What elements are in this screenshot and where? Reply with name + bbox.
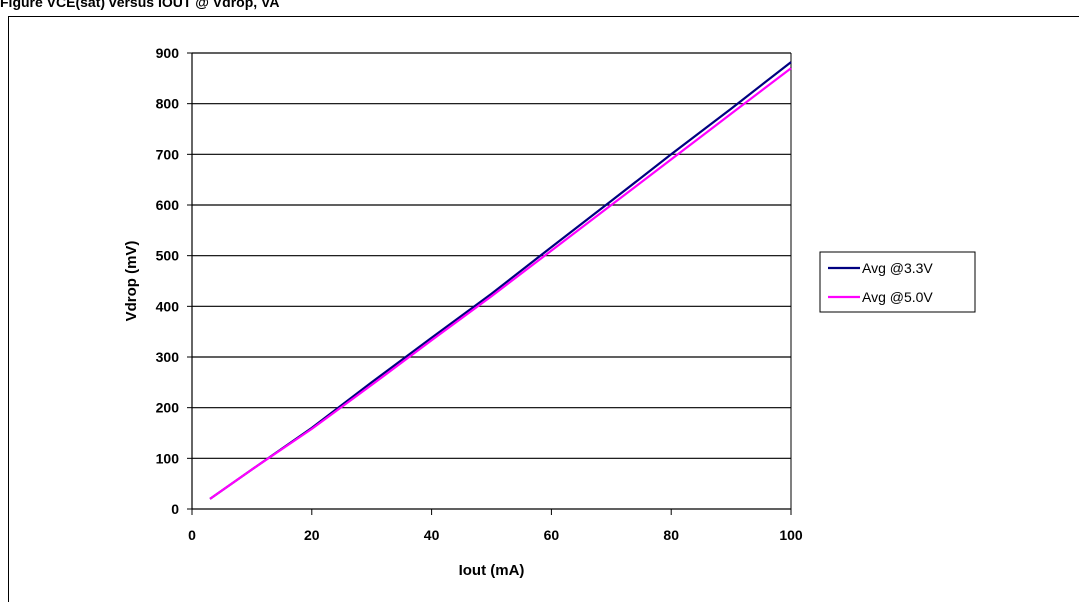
- y-tick-label: 500: [156, 248, 180, 264]
- chart-frame: [8, 16, 1079, 602]
- y-tick-label: 400: [156, 298, 180, 314]
- series-lines: [209, 61, 792, 500]
- legend-box: [819, 251, 976, 313]
- x-tick-label: 60: [544, 527, 560, 543]
- y-tick-label: 100: [156, 450, 180, 466]
- y-tick-label: 200: [156, 400, 180, 416]
- x-tick-label: 0: [188, 527, 196, 543]
- x-tick-label: 100: [779, 527, 803, 543]
- x-tick-label: 20: [304, 527, 320, 543]
- y-tick-label: 700: [156, 146, 180, 162]
- x-axis-label: Iout (mA): [459, 562, 525, 579]
- x-tick-label: 40: [424, 527, 440, 543]
- legend-label: Avg @3.3V: [862, 260, 933, 276]
- y-axis-label: Vdrop (mV): [123, 241, 140, 322]
- legend-label: Avg @5.0V: [862, 289, 933, 305]
- grid-lines: [192, 52, 791, 459]
- legend: Avg @3.3V Avg @5.0V: [819, 251, 976, 313]
- axis-labels: 0 100 200 300 400 500 600 700 800 900 0 20 40 60 80 100…: [123, 45, 803, 579]
- x-tick-label: 80: [663, 527, 679, 543]
- y-tick-label: 600: [156, 197, 180, 213]
- axes: [187, 52, 792, 515]
- y-tick-label: 800: [156, 96, 180, 112]
- series-line-2: [209, 67, 792, 500]
- chart-caption: Figure VCE(sat) versus IOUT @ Vdrop, VA: [0, 0, 280, 10]
- series-line-1: [209, 61, 792, 500]
- y-tick-label: 300: [156, 349, 180, 365]
- y-tick-label: 900: [156, 45, 180, 61]
- y-tick-label: 0: [171, 501, 179, 517]
